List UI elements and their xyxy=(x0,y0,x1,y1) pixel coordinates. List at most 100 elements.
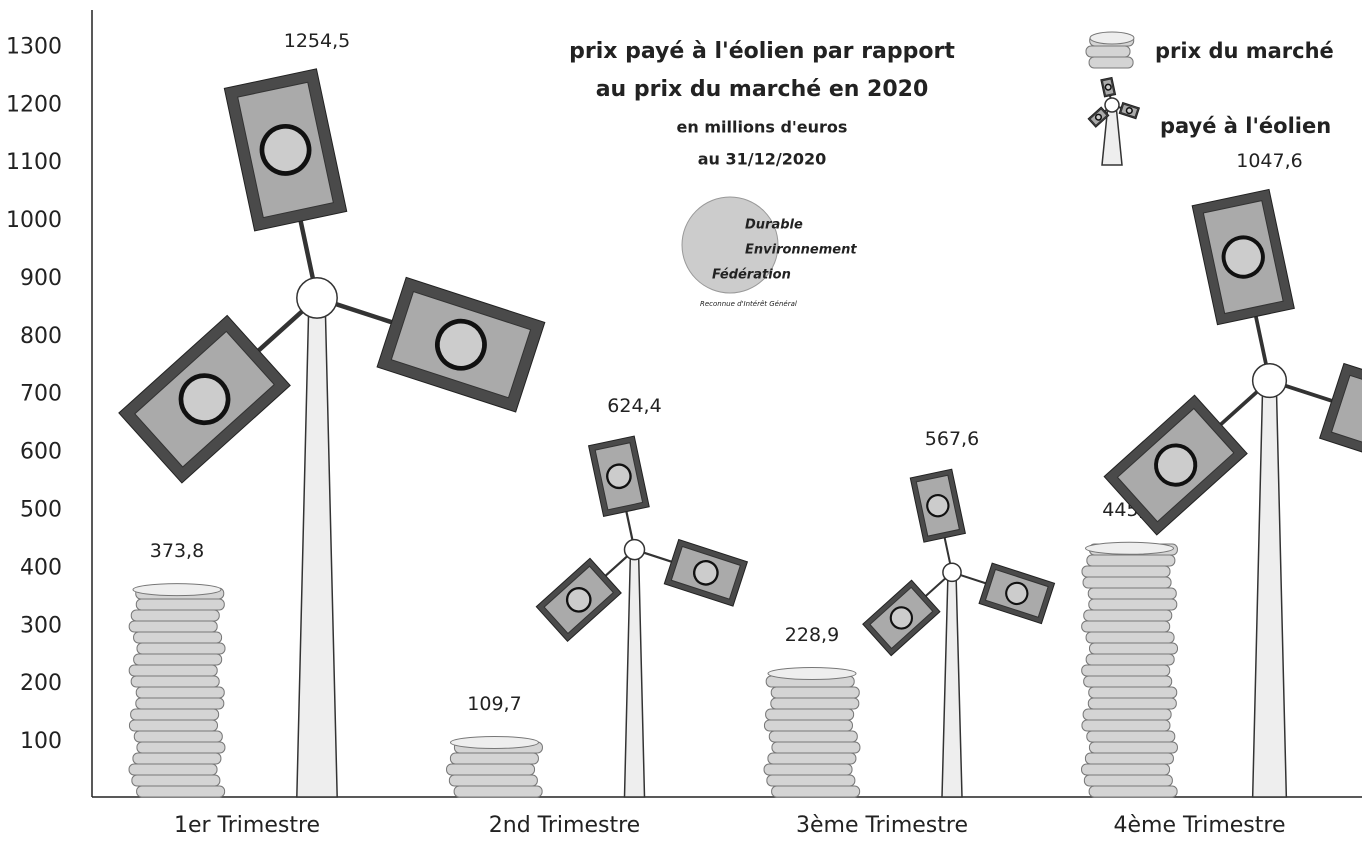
coin xyxy=(1084,676,1172,687)
value-label: 109,7 xyxy=(467,693,521,715)
coin xyxy=(136,599,224,610)
value-label: 1254,5 xyxy=(284,30,350,52)
coin xyxy=(1089,742,1177,753)
hub xyxy=(943,563,961,581)
coin xyxy=(131,610,219,621)
y-tick-label: 700 xyxy=(20,382,62,407)
blade xyxy=(589,436,658,554)
chart-subtitle: en millions d'euros xyxy=(677,118,848,137)
coin xyxy=(136,698,224,709)
coin xyxy=(771,687,859,698)
value-label: 567,6 xyxy=(925,428,979,450)
coin xyxy=(768,753,856,764)
blade xyxy=(945,552,1054,624)
tower xyxy=(942,572,962,797)
x-tick-label: 2nd Trimestre xyxy=(489,813,640,838)
coin-top xyxy=(1086,542,1174,554)
chart: prix payé à l'éolien par rapport au prix… xyxy=(0,0,1362,841)
coin xyxy=(1089,599,1177,610)
coin xyxy=(1089,687,1177,698)
coin-stack xyxy=(129,584,225,797)
chart-title: prix payé à l'éolien par rapport xyxy=(569,39,955,64)
y-tick-label: 1000 xyxy=(6,208,62,233)
y-tick-label: 300 xyxy=(20,613,62,638)
coin xyxy=(132,775,220,786)
logo: Durable Environnement Fédération Reconnu… xyxy=(682,197,857,308)
blade xyxy=(302,253,544,412)
coin xyxy=(764,720,852,731)
coin-stack xyxy=(764,667,860,797)
coin xyxy=(1089,57,1133,68)
hub xyxy=(1105,98,1119,112)
coin xyxy=(1082,621,1170,632)
coin xyxy=(1086,654,1174,665)
legend-icon xyxy=(1086,32,1134,68)
coin xyxy=(1083,577,1171,588)
coin xyxy=(1088,698,1176,709)
coin xyxy=(454,786,542,797)
legend-label: payé à l'éolien xyxy=(1160,114,1331,138)
coin xyxy=(1088,588,1176,599)
coin xyxy=(1086,46,1130,57)
y-tick-label: 100 xyxy=(20,729,62,754)
logo-text: Durable xyxy=(745,218,803,233)
coin-top xyxy=(451,736,539,748)
value-label: 624,4 xyxy=(607,395,661,417)
coin xyxy=(1082,665,1170,676)
coin xyxy=(1084,610,1172,621)
coin xyxy=(1082,720,1170,731)
y-tick-label: 600 xyxy=(20,440,62,465)
blade xyxy=(1192,189,1308,388)
coin xyxy=(137,643,225,654)
blade xyxy=(627,527,747,606)
coin xyxy=(1089,786,1177,797)
blade xyxy=(910,469,972,577)
blade xyxy=(224,69,363,308)
tower xyxy=(624,550,644,797)
coin xyxy=(134,731,222,742)
y-tick-label: 200 xyxy=(20,671,62,696)
windmill xyxy=(536,436,747,797)
value-label: 1047,6 xyxy=(1236,150,1302,172)
coin-top xyxy=(1090,32,1134,44)
coin xyxy=(1084,775,1172,786)
coin xyxy=(137,742,225,753)
coin xyxy=(136,687,224,698)
coin xyxy=(1087,731,1175,742)
value-label: 373,8 xyxy=(150,540,204,562)
value-label: 228,9 xyxy=(785,624,839,646)
coin xyxy=(764,764,852,775)
coin xyxy=(767,775,855,786)
coin xyxy=(137,786,225,797)
coin xyxy=(1086,632,1174,643)
legend-icon xyxy=(1088,77,1139,165)
hub xyxy=(624,540,644,560)
coin-stack xyxy=(1082,542,1178,797)
y-tick-label: 800 xyxy=(20,324,62,349)
coin xyxy=(450,753,538,764)
coin xyxy=(1089,643,1177,654)
coin-top xyxy=(768,667,856,679)
y-tick-label: 900 xyxy=(20,266,62,291)
logo-text: Fédération xyxy=(712,268,791,283)
logo-tagline: Reconnue d'Intérêt Général xyxy=(700,300,797,308)
windmill xyxy=(863,469,1055,797)
coin xyxy=(772,742,860,753)
coin xyxy=(769,731,857,742)
y-tick-label: 1200 xyxy=(6,92,62,117)
coin xyxy=(1082,566,1170,577)
coin xyxy=(134,632,222,643)
tower xyxy=(1253,381,1287,797)
logo-text: Environnement xyxy=(745,243,857,258)
coin xyxy=(129,720,217,731)
y-tick-label: 400 xyxy=(20,555,62,580)
coin xyxy=(129,665,217,676)
coin xyxy=(131,676,219,687)
coin xyxy=(133,753,221,764)
coin-stack xyxy=(447,736,543,797)
coin xyxy=(772,786,860,797)
y-tick-label: 1100 xyxy=(6,150,62,175)
coin xyxy=(1083,709,1171,720)
bill-euro xyxy=(1105,84,1112,91)
coin xyxy=(447,764,535,775)
